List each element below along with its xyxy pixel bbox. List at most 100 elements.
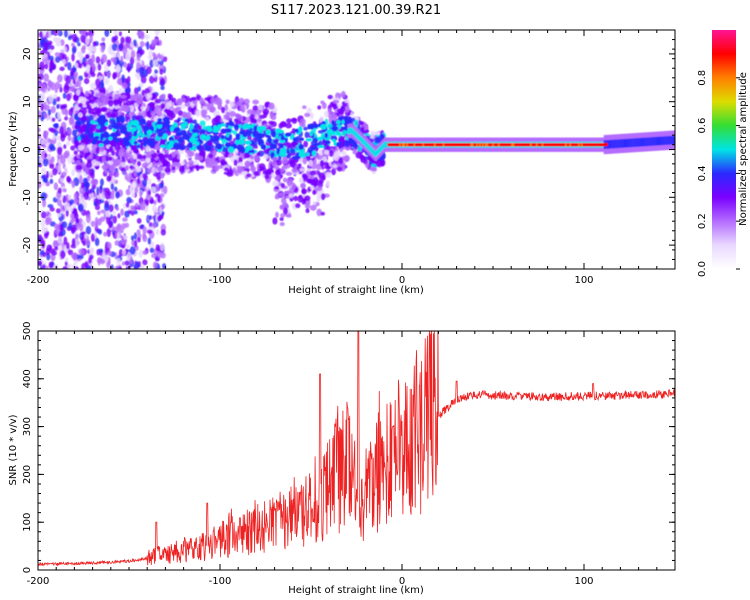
spectrogram-ridge-cell	[454, 143, 457, 147]
spectrogram-band-cell	[172, 161, 179, 167]
colorbar: 0.0 0.2 0.4 0.6 0.8 Normalized spectral ampl…	[697, 30, 749, 277]
spectrogram-noise-cell	[120, 208, 125, 216]
spectrogram-band-cell	[324, 164, 332, 170]
spectrogram-noise-cell	[155, 184, 159, 193]
spectrogram-band-cell	[321, 175, 326, 181]
spectrogram-band-core	[637, 138, 640, 147]
spectrogram-ridge-cell	[403, 143, 406, 147]
spectrogram-noise-cell	[120, 238, 125, 245]
spectrogram-peak-cell	[100, 132, 107, 137]
spectrogram-peak-cell	[257, 125, 262, 132]
spectrogram-band-cell	[279, 121, 287, 128]
spectrogram-peak-cell	[127, 135, 133, 139]
spectrogram-noise-cell	[57, 236, 63, 245]
spectrogram-noise-cell	[71, 42, 75, 48]
spectrogram-noise-cell	[55, 40, 62, 47]
spectrogram-band-cell	[158, 95, 166, 100]
spectrogram-ridge-cell	[576, 143, 579, 147]
spectrogram-peak-cell	[205, 145, 212, 152]
spectrogram-noise-cell	[115, 171, 120, 178]
spectrogram-ridge-cell	[455, 143, 458, 147]
spectrogram-peak-cell	[266, 137, 272, 143]
spectrogram-band-cell	[130, 104, 134, 113]
spectrogram-noise-cell	[136, 237, 141, 243]
snr-panel: -200 -100 0 100 0 100 200 300 400 500 Height of s…	[8, 321, 676, 596]
spectrogram-band-cell	[291, 168, 299, 173]
spectrogram-noise-cell	[162, 185, 168, 195]
spectrogram-noise-cell	[39, 30, 43, 38]
spectrogram-noise-cell	[47, 94, 54, 103]
spectrogram-noise-cell	[83, 191, 89, 201]
spectrogram-peak-cell	[248, 149, 255, 154]
spectrogram-ridge-cell	[566, 143, 569, 147]
spectrogram-ridge-cell	[438, 143, 441, 147]
spectrogram-noise-cell	[129, 184, 133, 193]
spectrogram-noise-cell	[73, 73, 78, 81]
spectrogram-noise-cell	[77, 51, 83, 58]
spectrogram-peak-cell	[220, 134, 225, 140]
spectrogram-ridge-cell	[416, 143, 419, 147]
snr-frame	[37, 330, 676, 571]
spectrogram-peak-cell	[150, 126, 155, 132]
spectrogram-noise-cell	[64, 30, 68, 38]
spectrogram-noise-cell	[115, 191, 120, 199]
spectrogram-xlabel: Height of straight line (km)	[288, 285, 424, 296]
spectrogram-ridge-cell	[531, 143, 534, 147]
spectrogram-ridge-cell	[489, 143, 492, 147]
spectrogram-band-cell	[375, 159, 382, 168]
spectrogram-band-cell	[253, 140, 258, 147]
spectrogram-noise-cell	[46, 211, 51, 216]
spectrogram-peak-cell	[96, 117, 103, 124]
spectrogram-ridge-cell	[592, 143, 595, 147]
spectrogram-ridge-cell	[569, 143, 572, 147]
spectrogram-band-cell	[272, 217, 278, 225]
spectrogram-band-cell	[80, 134, 87, 139]
spectrogram-band-cell	[146, 168, 153, 173]
spectrogram-noise-cell	[136, 31, 142, 36]
spectrogram-band-cell	[280, 168, 285, 173]
spectrogram-band-cell	[326, 180, 331, 187]
spectrogram-ridge-cell	[471, 143, 474, 147]
spectrogram-band-core	[663, 136, 666, 146]
spectrogram-band-cell	[73, 95, 79, 102]
spectrogram-noise-cell	[38, 236, 41, 243]
spectrogram-noise-cell	[105, 210, 112, 218]
spectrogram-band-cell	[75, 159, 81, 166]
spectrogram-peak-cell	[298, 144, 304, 150]
spectrogram-noise-cell	[152, 261, 158, 269]
spectrogram-noise-cell	[100, 209, 106, 214]
spectrogram-noise-cell	[75, 238, 79, 248]
spectrogram-ridge-cell	[496, 143, 499, 147]
spectrogram-noise-cell	[82, 45, 87, 50]
spectrogram-noise-cell	[130, 49, 136, 59]
spectrogram-band-cell	[77, 144, 85, 151]
spectrogram-noise-cell	[139, 60, 143, 65]
spectrogram-ridge-cell	[556, 143, 559, 147]
colorbar-label: Normalized spectral amplitude	[738, 72, 749, 226]
spectrogram-ridge-cell	[525, 143, 528, 147]
spectrogram-noise-cell	[70, 67, 75, 77]
spectrogram-band-cell	[74, 140, 79, 148]
spectrogram-noise-cell	[71, 169, 76, 177]
spectrogram-noise-cell	[114, 240, 120, 246]
spectrogram-band-cell	[256, 151, 261, 157]
spectrogram-noise-cell	[149, 247, 155, 253]
spectrogram-noise-cell	[155, 229, 160, 236]
spectrogram-noise-cell	[76, 78, 82, 87]
spectrogram-band-core	[373, 150, 376, 157]
spectrogram-noise-cell	[120, 36, 125, 45]
spectrogram-band-cell	[245, 161, 250, 167]
spectrogram-band-cell	[323, 161, 329, 166]
spectrogram-peak-cell	[126, 124, 131, 129]
spectrogram-band-cell	[84, 90, 89, 97]
y-tick-label: 200	[22, 465, 33, 484]
spectrogram-band-cell	[303, 126, 308, 131]
spectrogram-band-cell	[295, 203, 301, 209]
spectrogram-noise-cell	[90, 220, 96, 227]
spectrogram-ridge-cell	[486, 143, 489, 147]
spectrogram-band-cell	[154, 135, 160, 142]
spectrogram-noise-cell	[159, 206, 163, 215]
spectrogram-noise-cell	[137, 86, 142, 92]
spectrogram-noise-cell	[106, 71, 112, 77]
spectrogram-ridge-cell	[393, 143, 396, 147]
